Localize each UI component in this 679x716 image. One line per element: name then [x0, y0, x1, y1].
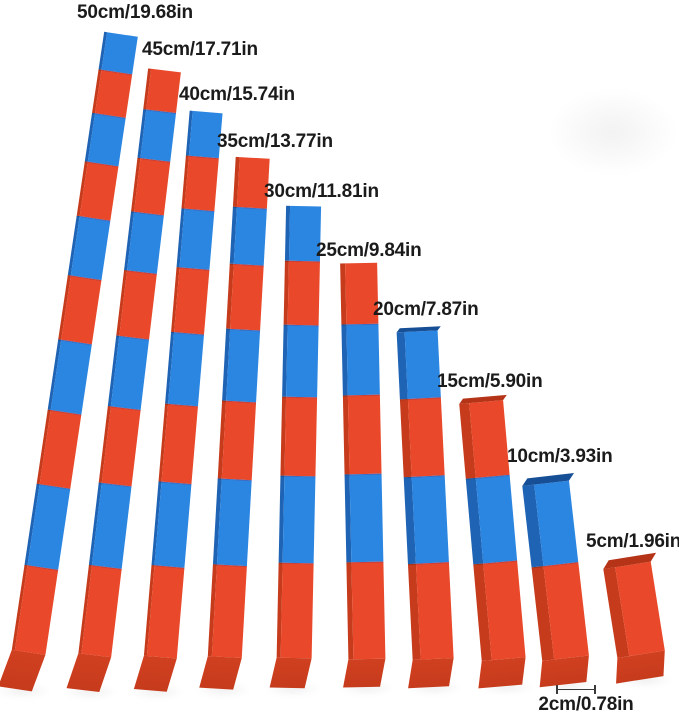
segment-blue — [139, 109, 176, 162]
rod-35cm — [199, 156, 270, 690]
rod-end-face — [269, 657, 312, 689]
segment-blue — [87, 113, 126, 167]
segment-blue — [153, 481, 191, 569]
segment-blue — [226, 328, 261, 402]
rod-length-label-20cm: 20cm/7.87in — [373, 299, 479, 320]
rod-length-label-5cm: 5cm/1.96in — [586, 531, 679, 552]
segment-red — [211, 564, 247, 658]
segment-blue — [126, 211, 164, 275]
rod-end-face — [66, 653, 111, 693]
segment-red — [483, 560, 526, 661]
background-smudge — [548, 88, 678, 176]
rod-5cm — [602, 552, 669, 684]
segment-blue — [101, 32, 138, 75]
rod-end-face — [478, 657, 526, 689]
width-measure: 2cm/0.78in — [536, 683, 636, 715]
rod-length-label-45cm: 45cm/17.71in — [142, 39, 258, 60]
rod-length-label-30cm: 30cm/11.81in — [264, 181, 379, 202]
segment-blue — [349, 474, 383, 563]
segment-blue — [404, 330, 441, 400]
rod-end-face — [342, 658, 385, 688]
segment-red — [14, 564, 59, 655]
rod-end-face — [133, 655, 177, 692]
segment-red — [145, 68, 181, 114]
width-bracket-icon — [556, 685, 596, 694]
rod-end-face — [0, 649, 46, 692]
rod-25cm — [339, 262, 386, 688]
rod-length-label-35cm: 35cm/13.77in — [217, 131, 333, 152]
segment-blue — [345, 323, 380, 396]
segment-blue — [233, 206, 267, 266]
rod-length-label-25cm: 25cm/9.84in — [316, 240, 422, 261]
segment-red — [95, 69, 133, 118]
segment-red — [221, 400, 257, 481]
segment-red — [183, 156, 219, 212]
rod-front-face — [211, 157, 270, 658]
segment-red — [230, 264, 264, 331]
segment-blue — [167, 332, 204, 407]
segment-red — [350, 562, 385, 660]
rod-length-label-10cm: 10cm/3.93in — [507, 446, 613, 467]
segment-blue — [282, 475, 315, 564]
segment-red — [287, 260, 320, 326]
segment-red — [133, 157, 170, 215]
segment-blue — [216, 478, 252, 566]
segment-red — [415, 561, 454, 660]
segment-red — [469, 400, 510, 478]
rod-10cm — [521, 473, 591, 688]
segment-blue — [411, 474, 449, 564]
segment-red — [280, 562, 314, 659]
rod-length-label-50cm: 50cm/19.68in — [77, 2, 193, 23]
rod-length-label-15cm: 15cm/5.90in — [437, 371, 543, 392]
segment-blue — [285, 324, 319, 398]
segment-red — [407, 397, 445, 477]
segment-blue — [475, 474, 518, 564]
segment-red — [173, 267, 209, 335]
segment-red — [347, 394, 382, 475]
segment-red — [79, 162, 119, 221]
rod-15cm — [459, 394, 528, 689]
segment-red — [283, 396, 317, 477]
width-measure-label: 2cm/0.78in — [538, 694, 634, 715]
rod-30cm — [269, 205, 321, 689]
segment-blue — [179, 208, 214, 270]
rod-end-face — [407, 658, 454, 689]
segment-red — [161, 403, 198, 485]
rod-length-label-40cm: 40cm/15.74in — [179, 84, 295, 105]
rod-end-face — [199, 656, 242, 690]
